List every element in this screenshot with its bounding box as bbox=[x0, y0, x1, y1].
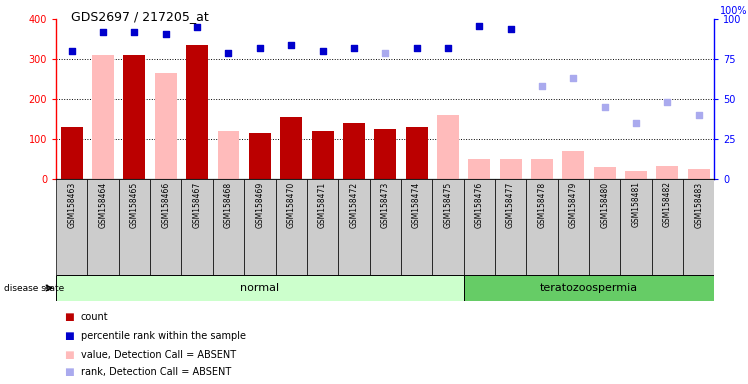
Bar bbox=[182, 179, 213, 275]
Bar bbox=[432, 179, 464, 275]
Point bbox=[285, 41, 297, 48]
Text: GSM158469: GSM158469 bbox=[255, 182, 264, 228]
Bar bbox=[280, 117, 302, 179]
Bar bbox=[155, 73, 177, 179]
Bar bbox=[343, 123, 365, 179]
Text: GDS2697 / 217205_at: GDS2697 / 217205_at bbox=[71, 10, 209, 23]
Point bbox=[567, 75, 579, 81]
Text: GSM158482: GSM158482 bbox=[663, 182, 672, 227]
Point bbox=[693, 112, 705, 118]
Point bbox=[630, 120, 642, 126]
Bar bbox=[464, 179, 495, 275]
Bar bbox=[625, 170, 647, 179]
Bar bbox=[374, 129, 396, 179]
Text: ■: ■ bbox=[64, 350, 73, 360]
Bar bbox=[500, 159, 521, 179]
Bar bbox=[652, 179, 683, 275]
Bar bbox=[683, 179, 714, 275]
Text: percentile rank within the sample: percentile rank within the sample bbox=[81, 331, 246, 341]
Bar bbox=[275, 179, 307, 275]
Text: disease state: disease state bbox=[4, 284, 64, 293]
Bar bbox=[562, 151, 584, 179]
Bar bbox=[61, 127, 83, 179]
Bar bbox=[620, 179, 652, 275]
Bar bbox=[687, 169, 710, 179]
Bar bbox=[150, 179, 182, 275]
Text: GSM158474: GSM158474 bbox=[412, 182, 421, 228]
Bar bbox=[468, 159, 490, 179]
Bar bbox=[531, 159, 553, 179]
Text: GSM158473: GSM158473 bbox=[381, 182, 390, 228]
Bar bbox=[401, 179, 432, 275]
Bar bbox=[218, 131, 239, 179]
Bar bbox=[338, 179, 370, 275]
Point bbox=[661, 99, 673, 105]
Text: GSM158477: GSM158477 bbox=[506, 182, 515, 228]
Text: GSM158472: GSM158472 bbox=[349, 182, 358, 228]
Bar bbox=[464, 275, 714, 301]
Bar bbox=[56, 275, 464, 301]
Text: GSM158467: GSM158467 bbox=[193, 182, 202, 228]
Bar bbox=[527, 179, 557, 275]
Bar bbox=[370, 179, 401, 275]
Text: GSM158476: GSM158476 bbox=[475, 182, 484, 228]
Point bbox=[97, 29, 109, 35]
Text: GSM158464: GSM158464 bbox=[99, 182, 108, 228]
Text: GSM158479: GSM158479 bbox=[568, 182, 577, 228]
Point bbox=[442, 45, 454, 51]
Point bbox=[254, 45, 266, 51]
Point bbox=[598, 104, 610, 110]
Text: ■: ■ bbox=[64, 367, 73, 377]
Bar bbox=[405, 127, 428, 179]
Bar bbox=[557, 179, 589, 275]
Point bbox=[316, 48, 328, 54]
Text: GSM158463: GSM158463 bbox=[67, 182, 76, 228]
Text: rank, Detection Call = ABSENT: rank, Detection Call = ABSENT bbox=[81, 367, 231, 377]
Point bbox=[411, 45, 423, 51]
Text: ■: ■ bbox=[64, 331, 73, 341]
Point bbox=[473, 23, 485, 29]
Bar bbox=[244, 179, 275, 275]
Text: GSM158483: GSM158483 bbox=[694, 182, 703, 228]
Text: 100%: 100% bbox=[720, 7, 747, 17]
Bar bbox=[123, 55, 145, 179]
Text: normal: normal bbox=[240, 283, 280, 293]
Text: value, Detection Call = ABSENT: value, Detection Call = ABSENT bbox=[81, 350, 236, 360]
Bar bbox=[495, 179, 527, 275]
Bar bbox=[589, 179, 620, 275]
Bar bbox=[249, 133, 271, 179]
Text: GSM158468: GSM158468 bbox=[224, 182, 233, 228]
Text: GSM158470: GSM158470 bbox=[286, 182, 295, 228]
Point bbox=[536, 83, 548, 89]
Bar bbox=[656, 166, 678, 179]
Bar bbox=[213, 179, 244, 275]
Point bbox=[348, 45, 360, 51]
Bar bbox=[437, 115, 459, 179]
Text: GSM158466: GSM158466 bbox=[162, 182, 171, 228]
Bar bbox=[92, 55, 114, 179]
Bar bbox=[88, 179, 119, 275]
Bar bbox=[307, 179, 338, 275]
Text: GSM158481: GSM158481 bbox=[631, 182, 640, 227]
Point bbox=[505, 26, 517, 32]
Text: GSM158465: GSM158465 bbox=[130, 182, 139, 228]
Text: ■: ■ bbox=[64, 312, 73, 322]
Point bbox=[379, 50, 391, 56]
Point bbox=[191, 24, 203, 30]
Point bbox=[160, 30, 172, 36]
Text: GSM158475: GSM158475 bbox=[444, 182, 453, 228]
Bar bbox=[594, 167, 616, 179]
Text: GSM158480: GSM158480 bbox=[600, 182, 609, 228]
Bar bbox=[186, 45, 208, 179]
Point bbox=[66, 48, 78, 54]
Text: teratozoospermia: teratozoospermia bbox=[540, 283, 638, 293]
Text: count: count bbox=[81, 312, 108, 322]
Point bbox=[222, 50, 234, 56]
Text: GSM158478: GSM158478 bbox=[538, 182, 547, 228]
Bar bbox=[119, 179, 150, 275]
Bar bbox=[312, 131, 334, 179]
Text: GSM158471: GSM158471 bbox=[318, 182, 327, 228]
Bar bbox=[56, 179, 88, 275]
Point bbox=[129, 29, 141, 35]
